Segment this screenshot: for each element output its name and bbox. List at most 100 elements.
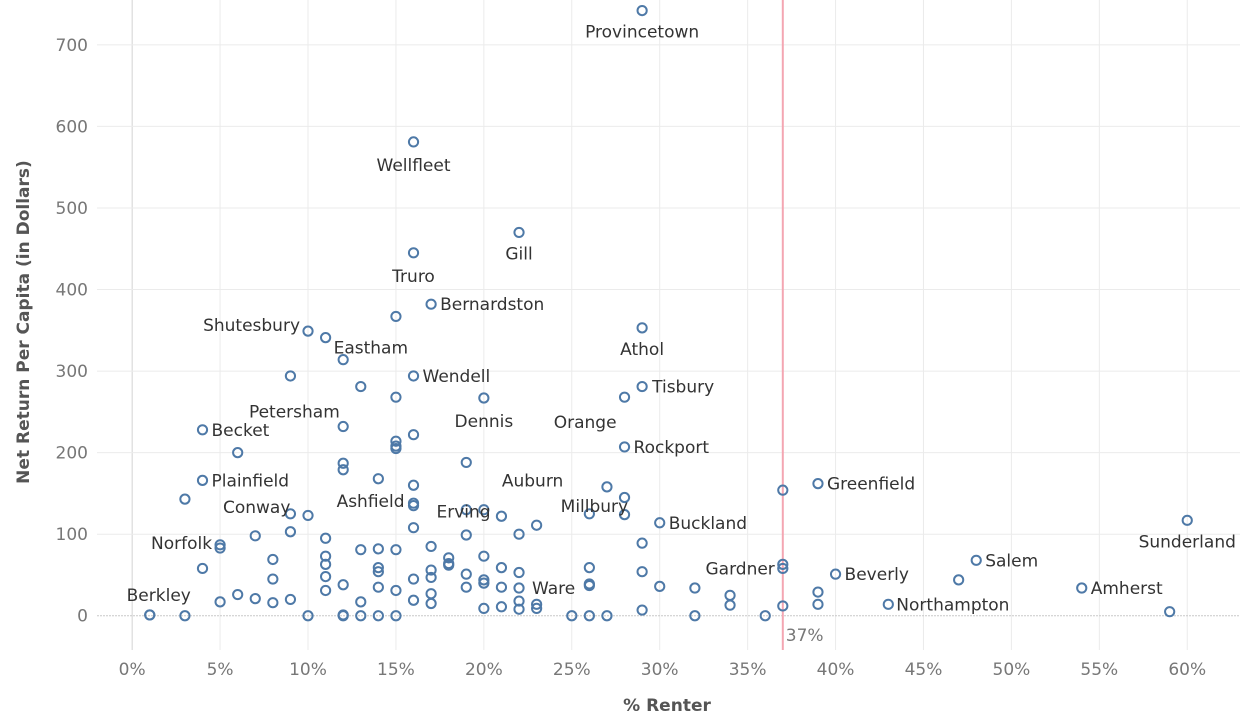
point-label: Salem (985, 551, 1038, 571)
scatter-point (302, 610, 314, 622)
scatter-point (443, 559, 455, 571)
y-tick-label: 0 (77, 607, 88, 627)
scatter-point (337, 354, 349, 366)
scatter-point (495, 581, 508, 593)
scatter-point (407, 370, 420, 382)
scatter-point (970, 554, 982, 566)
x-tick-label: 5% (207, 660, 234, 680)
point-label: Sunderland (1139, 532, 1236, 552)
scatter-point (390, 584, 402, 597)
scatter-point (407, 247, 420, 259)
x-tick-label: 15% (377, 660, 415, 680)
scatter-point (372, 610, 384, 622)
scatter-point (390, 310, 402, 323)
scatter-point (355, 544, 367, 556)
scatter-point (1076, 582, 1088, 594)
scatter-point (531, 602, 543, 615)
scatter-point (249, 530, 261, 542)
scatter-point (267, 553, 279, 566)
scatter-point (1181, 514, 1193, 526)
y-axis-title: Net Return Per Capita (in Dollars) (14, 160, 34, 484)
x-tick-label: 20% (465, 660, 503, 680)
scatter-point (654, 580, 666, 592)
scatter-point (407, 136, 420, 148)
scatter-point (478, 550, 490, 562)
point-label: Wellfleet (377, 156, 451, 176)
scatter-point (478, 577, 490, 589)
y-tick-label: 400 (56, 281, 88, 301)
point-label: Athol (620, 340, 664, 360)
scatter-point (425, 588, 437, 600)
scatter-point (777, 558, 789, 570)
reference-line-group: 37% (781, 0, 824, 650)
point-label: Beverly (845, 565, 909, 585)
point-label: Bernardston (440, 295, 544, 315)
scatter-point (601, 610, 613, 622)
scatter-point (812, 586, 824, 598)
x-axis-title: % Renter (623, 696, 711, 716)
scatter-point (320, 532, 332, 544)
scatter-point (495, 601, 508, 613)
scatter-point (1164, 606, 1176, 618)
scatter-point (284, 508, 297, 520)
scatter-point (425, 564, 437, 576)
point-label: Orange (554, 413, 617, 433)
point-label: Northampton (896, 595, 1009, 615)
scatter-point (460, 504, 472, 516)
scatter-point (196, 424, 209, 436)
scatter-point (460, 456, 472, 469)
scatter-point (618, 441, 631, 453)
scatter-point (337, 457, 349, 469)
scatter-point (425, 540, 437, 553)
scatter-point (478, 574, 490, 586)
scatter-point (478, 392, 490, 404)
point-label: Truro (391, 267, 435, 287)
scatter-point (302, 509, 314, 522)
scatter-point (144, 609, 156, 621)
scatter-point (443, 552, 455, 564)
reference-line-label: 37% (786, 626, 824, 646)
scatter-point (601, 481, 613, 493)
scatter-point (407, 573, 420, 585)
scatter-point (513, 566, 525, 579)
scatter-point (390, 435, 402, 447)
scatter-point (583, 508, 595, 520)
scatter-point (249, 593, 261, 605)
point-label: Rockport (634, 438, 710, 458)
scatter-point (777, 562, 789, 575)
scatter-point (583, 579, 595, 592)
x-tick-label: 50% (993, 660, 1031, 680)
scatter-point (513, 528, 525, 540)
scatter-point (232, 588, 244, 601)
scatter-point (495, 510, 508, 522)
x-tick-label: 0% (119, 660, 146, 680)
scatter-point (618, 491, 631, 504)
point-label: Auburn (502, 472, 563, 492)
scatter-point (320, 550, 332, 562)
scatter-point (179, 493, 191, 505)
x-tick-label: 10% (289, 660, 327, 680)
point-label: Erving (437, 502, 491, 522)
scatter-point (407, 429, 420, 441)
scatter-point (284, 593, 297, 606)
point-label: Millbury (561, 497, 628, 517)
x-tick-label: 25% (553, 660, 591, 680)
scatter-point (829, 568, 842, 580)
y-tick-label: 200 (56, 444, 88, 464)
scatter-point (284, 526, 297, 538)
scatter-point (196, 562, 209, 575)
scatter-point (812, 598, 824, 610)
scatter-point (337, 579, 349, 591)
scatter-point (214, 539, 226, 551)
point-label: Dennis (455, 412, 514, 432)
scatter-point (636, 566, 648, 578)
y-tick-label: 600 (56, 117, 88, 137)
scatter-point (232, 447, 244, 459)
point-label: Conway (223, 498, 290, 518)
scatter-point (777, 484, 789, 496)
scatter-point (372, 473, 384, 485)
point-label: Wendell (423, 367, 491, 387)
point-label: Tisbury (651, 378, 714, 398)
scatter-point (214, 542, 226, 554)
